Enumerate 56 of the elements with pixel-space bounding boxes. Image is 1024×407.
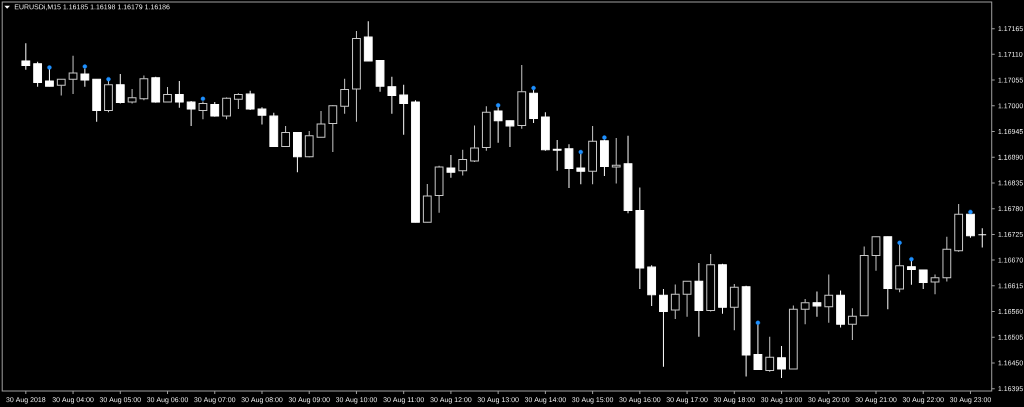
candlestick — [127, 88, 137, 104]
point — [578, 149, 583, 155]
candlestick — [812, 290, 822, 318]
point — [897, 240, 902, 245]
candlestick — [753, 323, 763, 370]
point — [602, 135, 607, 140]
point — [106, 76, 111, 82]
point — [968, 209, 973, 215]
candlestick — [281, 125, 290, 148]
candlestick — [552, 139, 562, 172]
candlestick — [824, 274, 834, 324]
candlestick — [930, 274, 940, 295]
candlestick — [505, 120, 515, 148]
candlestick — [80, 67, 90, 88]
candlestick — [316, 110, 326, 138]
candlestick — [659, 288, 668, 368]
candlestick — [493, 106, 503, 144]
point — [755, 320, 761, 325]
candlestick — [918, 269, 928, 290]
candlestick — [446, 154, 456, 179]
candlestick — [340, 78, 350, 115]
candlestick — [115, 73, 125, 104]
candlestick — [895, 243, 905, 293]
candlestick — [611, 137, 621, 184]
candlestick — [777, 345, 786, 379]
candlestick — [670, 283, 680, 320]
point — [495, 103, 501, 108]
candlestick — [800, 298, 810, 325]
candlestick — [174, 80, 184, 109]
candlestick — [304, 130, 314, 158]
candlestick — [68, 55, 78, 95]
point — [531, 85, 536, 91]
candlestick — [198, 101, 208, 120]
candlestick — [871, 236, 881, 272]
candlestick — [682, 280, 692, 318]
point — [200, 96, 206, 101]
candlestick — [257, 106, 267, 125]
point — [82, 64, 88, 69]
candlestick — [966, 212, 975, 239]
candlestick — [328, 104, 338, 153]
candlestick — [564, 143, 574, 189]
candlestick — [222, 96, 231, 120]
candlestick — [33, 61, 43, 88]
candlestick — [847, 307, 857, 341]
candlestick — [21, 42, 31, 71]
candlestick — [765, 336, 775, 373]
point — [909, 256, 914, 262]
candlestick — [729, 283, 739, 331]
candlestick — [458, 149, 468, 176]
candlestick — [186, 100, 196, 127]
candlestick — [387, 76, 397, 115]
point — [47, 65, 52, 70]
candlestick — [363, 20, 373, 62]
candlestick — [139, 74, 149, 101]
candlestick — [399, 84, 409, 136]
candlestick — [470, 124, 479, 163]
